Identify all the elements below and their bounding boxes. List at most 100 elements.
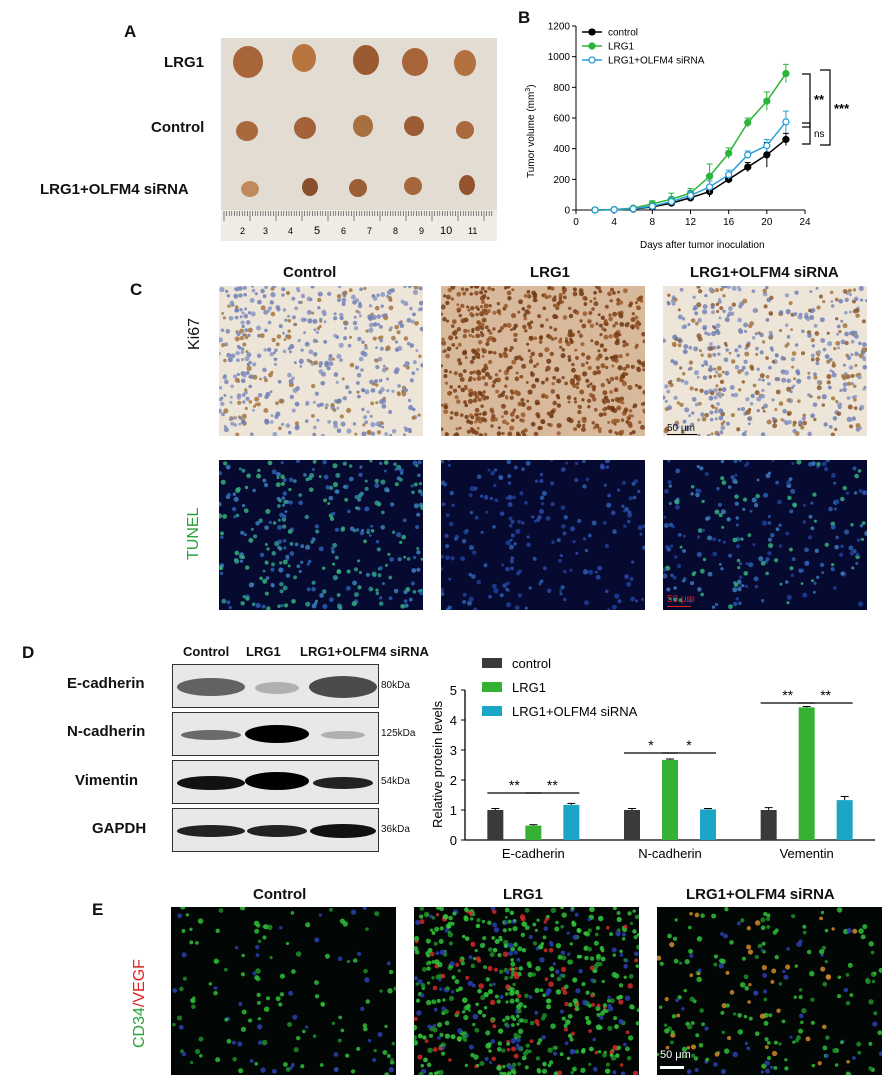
cell-nucleus [550,481,555,486]
cell-nucleus [694,387,698,392]
cell-nucleus [816,461,821,467]
data-point [648,202,656,210]
cell-nucleus [738,460,742,462]
cell-nucleus [811,344,815,348]
cell-nucleus [219,471,223,476]
cell-nucleus [528,934,533,939]
cell-nucleus [361,407,365,412]
cell-nucleus [496,309,502,314]
cell-nucleus [791,462,795,465]
cell-nucleus [544,347,550,353]
cell-nucleus [427,1047,433,1054]
cell-nucleus [255,923,261,928]
cell-nucleus [455,1010,460,1015]
cell-nucleus [855,554,860,560]
cell-nucleus [759,1013,766,1019]
cell-nucleus [701,1022,705,1027]
cell-nucleus [375,591,380,596]
cell-nucleus [825,1035,830,1040]
cell-nucleus [765,356,769,360]
cell-nucleus [628,496,633,501]
cell-nucleus [716,365,722,371]
cell-nucleus [290,911,295,915]
cell-nucleus [511,359,517,365]
cell-nucleus [377,356,383,362]
cell-nucleus [515,528,521,535]
cell-nucleus [466,429,471,434]
cell-nucleus [441,554,444,559]
cell-nucleus [506,460,512,465]
cell-nucleus [521,467,525,471]
cell-nucleus [559,345,563,349]
cell-nucleus [565,341,571,347]
cell-nucleus [414,1035,418,1041]
cell-nucleus [278,925,283,930]
cell-nucleus [659,961,664,966]
cell-nucleus [357,559,361,563]
cell-nucleus [860,537,865,541]
cell-nucleus [842,485,847,491]
cell-nucleus [357,951,362,957]
cell-nucleus [773,1040,778,1045]
cell-nucleus [526,542,531,547]
cell-nucleus [416,567,421,572]
cell-nucleus [855,552,860,557]
cell-nucleus [841,339,845,343]
cell-nucleus [298,358,304,364]
cell-nucleus [760,1070,765,1074]
cell-nucleus [510,1069,515,1074]
cell-nucleus [830,567,835,572]
cell-nucleus [374,482,380,489]
cell-nucleus [550,409,555,415]
cell-nucleus [642,339,645,344]
cell-nucleus [564,1001,569,1007]
cell-nucleus [625,1046,630,1052]
cell-nucleus [469,371,474,375]
cell-nucleus [507,474,512,479]
cell-nucleus [487,1042,492,1047]
cell-nucleus [758,378,762,382]
cell-nucleus [702,557,707,562]
cell-nucleus [465,287,469,292]
cell-nucleus [300,317,306,323]
cell-nucleus [773,558,779,563]
cell-nucleus [422,1035,427,1040]
cell-nucleus [545,998,551,1004]
cell-nucleus [291,296,296,301]
cell-nucleus [722,286,728,289]
cell-nucleus [528,325,533,330]
cell-nucleus [801,1008,807,1014]
cell-nucleus [625,352,630,357]
cell-nucleus [240,357,245,362]
cell-nucleus [444,432,449,436]
cell-nucleus [613,354,619,360]
cell-nucleus [527,971,533,978]
cell-nucleus [769,346,774,351]
cell-nucleus [219,337,223,343]
cell-nucleus [333,1052,339,1057]
cell-nucleus [632,909,636,913]
cell-nucleus [718,415,724,421]
y-tick-label: 1000 [548,52,571,63]
wb-label-vim: Vimentin [75,772,139,789]
cell-nucleus [561,376,565,380]
cell-nucleus [747,417,751,421]
cell-nucleus [580,342,585,347]
cell-nucleus [613,1016,618,1021]
cell-nucleus [456,399,461,404]
cell-nucleus [672,936,678,941]
cell-nucleus [720,460,725,464]
cell-nucleus [812,590,816,594]
cell-nucleus [737,286,741,289]
cell-nucleus [745,561,749,566]
cell-nucleus [559,589,563,592]
tunel-label: TUNEL [185,507,202,560]
cell-nucleus [852,288,857,292]
cell-nucleus [519,914,526,920]
tumor-photo-svg: 2 3 4 5 6 7 8 9 10 11 [221,44,497,241]
cell-nucleus [478,412,482,416]
cell-nucleus [509,910,515,916]
cell-nucleus [296,564,301,569]
cell-nucleus [457,968,461,973]
cell-nucleus [289,1066,293,1070]
